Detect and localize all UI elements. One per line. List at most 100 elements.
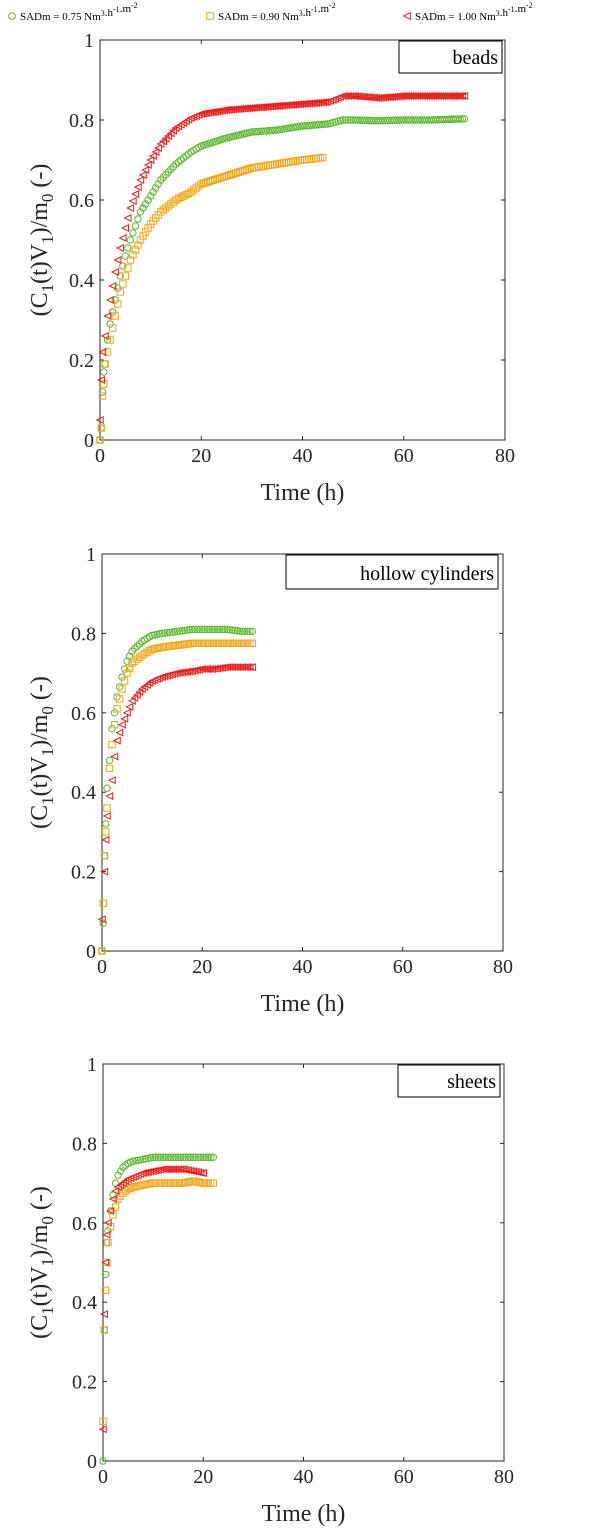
data-point-s100 bbox=[417, 91, 426, 101]
data-point-s090 bbox=[225, 171, 233, 179]
data-point-s090 bbox=[189, 186, 198, 194]
data-point-s100 bbox=[184, 115, 193, 124]
data-point-s075 bbox=[163, 629, 171, 637]
data-point-s075 bbox=[203, 625, 211, 634]
data-point-s090 bbox=[133, 655, 141, 663]
data-point-s075 bbox=[136, 208, 145, 216]
data-point-s075 bbox=[388, 116, 396, 125]
panel-label-box bbox=[398, 40, 503, 74]
y-tick-label: 0.2 bbox=[71, 862, 96, 884]
data-point-s075 bbox=[116, 272, 124, 280]
data-point-s090 bbox=[234, 168, 242, 177]
data-point-s075 bbox=[173, 627, 181, 636]
data-point-s075 bbox=[238, 627, 247, 636]
data-point-s090 bbox=[144, 224, 152, 232]
data-point-s075 bbox=[221, 625, 229, 634]
data-point-s075 bbox=[245, 128, 254, 137]
data-point-s075 bbox=[383, 116, 392, 125]
x-tick-label: 0 bbox=[98, 1466, 108, 1488]
data-point-s075 bbox=[233, 627, 242, 635]
data-point-s075 bbox=[179, 1153, 187, 1161]
data-point-s100 bbox=[318, 98, 327, 107]
data-point-s090 bbox=[105, 764, 114, 773]
data-point-s075 bbox=[146, 192, 155, 200]
data-point-s100 bbox=[198, 1169, 207, 1178]
x-tick-label: 80 bbox=[493, 956, 513, 978]
data-point-s075 bbox=[99, 919, 107, 927]
data-point-s090 bbox=[125, 664, 134, 672]
data-point-s100 bbox=[138, 170, 147, 180]
data-point-s090 bbox=[179, 192, 188, 200]
data-point-s090 bbox=[186, 639, 194, 648]
data-point-s090 bbox=[98, 392, 107, 400]
data-point-s100 bbox=[125, 702, 134, 711]
data-point-s100 bbox=[164, 131, 173, 141]
data-point-s100 bbox=[235, 663, 244, 672]
data-point-s100 bbox=[183, 1166, 192, 1175]
data-point-s100 bbox=[112, 736, 121, 745]
data-point-s100 bbox=[217, 106, 226, 115]
data-point-s075 bbox=[126, 236, 135, 244]
data-point-s100 bbox=[128, 196, 137, 206]
data-point-s075 bbox=[246, 627, 254, 636]
data-point-s100 bbox=[99, 1310, 108, 1319]
x-axis-label: Time (h) bbox=[261, 991, 345, 1017]
x-tick-label: 0 bbox=[95, 445, 105, 467]
x-tick-label: 80 bbox=[495, 445, 515, 467]
series-s100 bbox=[97, 663, 257, 924]
data-point-s075 bbox=[111, 296, 119, 304]
data-point-s090 bbox=[134, 241, 142, 249]
data-point-s100 bbox=[293, 100, 302, 109]
data-point-s075 bbox=[102, 820, 110, 828]
data-point-s100 bbox=[122, 708, 131, 717]
data-point-s100 bbox=[98, 347, 107, 357]
y-tick-label: 0.2 bbox=[72, 1372, 97, 1394]
y-tick-label: 0.8 bbox=[71, 623, 96, 645]
data-point-s075 bbox=[386, 116, 394, 125]
data-point-s090 bbox=[177, 193, 185, 202]
data-point-s100 bbox=[161, 1165, 170, 1174]
data-point-s100 bbox=[151, 147, 160, 157]
data-point-s090 bbox=[236, 639, 244, 648]
data-point-s100 bbox=[163, 1165, 172, 1174]
data-point-s090 bbox=[243, 165, 251, 174]
x-tick-label: 20 bbox=[193, 1466, 213, 1488]
data-point-s075 bbox=[182, 1153, 190, 1161]
data-point-s100 bbox=[136, 175, 145, 185]
data-point-s075 bbox=[226, 626, 234, 634]
data-point-s075 bbox=[296, 122, 304, 131]
data-point-s075 bbox=[418, 116, 426, 124]
data-point-s090 bbox=[187, 1177, 195, 1186]
data-point-s075 bbox=[178, 627, 186, 635]
data-point-s075 bbox=[400, 116, 408, 124]
data-point-s075 bbox=[176, 1153, 185, 1161]
data-point-s075 bbox=[358, 116, 367, 124]
data-point-s075 bbox=[409, 116, 417, 124]
data-point-s075 bbox=[211, 625, 219, 634]
series-s075 bbox=[98, 625, 257, 955]
data-point-s100 bbox=[217, 663, 226, 672]
data-point-s075 bbox=[191, 625, 199, 634]
data-point-s100 bbox=[108, 1194, 117, 1203]
data-point-s100 bbox=[240, 663, 249, 672]
data-point-s090 bbox=[136, 1181, 145, 1190]
data-point-s075 bbox=[321, 120, 330, 128]
data-point-s090 bbox=[236, 167, 245, 176]
y-tick-label: 0.6 bbox=[71, 703, 96, 725]
data-point-s075 bbox=[155, 630, 164, 638]
data-point-s075 bbox=[395, 116, 403, 124]
data-point-s075 bbox=[171, 1153, 180, 1161]
x-tick-label: 60 bbox=[394, 445, 414, 467]
data-point-s075 bbox=[223, 625, 232, 634]
data-point-s075 bbox=[166, 1153, 175, 1161]
data-point-s100 bbox=[171, 1165, 180, 1174]
data-point-s075 bbox=[317, 120, 325, 129]
data-point-s100 bbox=[126, 203, 135, 213]
data-point-s090 bbox=[187, 188, 195, 196]
data-point-s090 bbox=[115, 695, 124, 703]
data-point-s090 bbox=[211, 175, 219, 184]
data-point-s075 bbox=[161, 1153, 170, 1161]
data-point-s090 bbox=[206, 639, 214, 648]
series-s090 bbox=[96, 153, 327, 444]
data-point-s075 bbox=[241, 627, 249, 636]
